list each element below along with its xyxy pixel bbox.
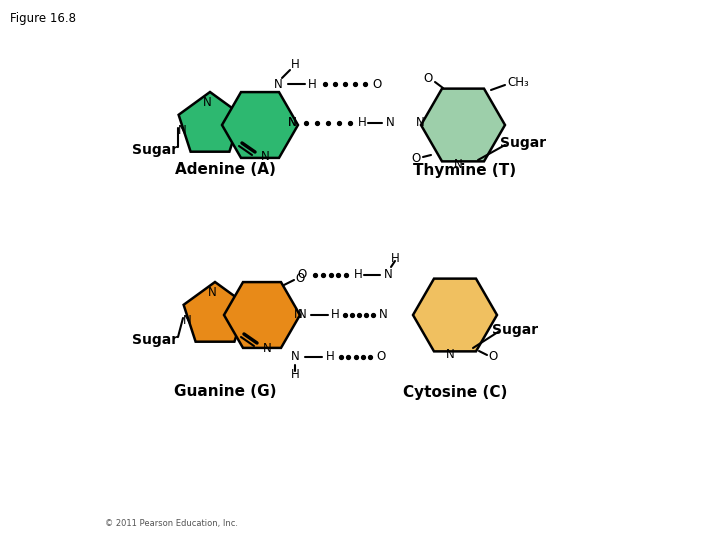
Text: N: N xyxy=(454,159,462,172)
Text: O: O xyxy=(377,350,386,363)
Text: N: N xyxy=(263,341,271,354)
Text: Figure 16.8: Figure 16.8 xyxy=(10,12,76,25)
Text: © 2011 Pearson Education, Inc.: © 2011 Pearson Education, Inc. xyxy=(105,519,238,528)
Text: N: N xyxy=(415,117,424,130)
Text: O: O xyxy=(488,350,498,363)
Text: H: H xyxy=(307,78,316,91)
Text: O: O xyxy=(411,152,420,165)
Text: O: O xyxy=(372,78,382,91)
Polygon shape xyxy=(224,282,300,348)
Text: H: H xyxy=(291,57,300,71)
Text: N: N xyxy=(384,268,392,281)
Text: N: N xyxy=(446,348,454,361)
Text: Sugar: Sugar xyxy=(132,333,178,347)
Text: N: N xyxy=(291,350,300,363)
Text: H: H xyxy=(354,268,362,281)
Text: N: N xyxy=(261,151,269,164)
Text: N: N xyxy=(287,117,297,130)
Text: CH₃: CH₃ xyxy=(507,77,529,90)
Text: N: N xyxy=(202,96,212,109)
Text: Sugar: Sugar xyxy=(492,323,538,337)
Text: Guanine (G): Guanine (G) xyxy=(174,384,276,400)
Text: H: H xyxy=(391,253,400,266)
Text: Sugar: Sugar xyxy=(500,136,546,150)
Polygon shape xyxy=(413,279,497,352)
Text: N: N xyxy=(183,314,192,327)
Text: N: N xyxy=(297,308,307,321)
Polygon shape xyxy=(179,92,241,152)
Text: H: H xyxy=(330,308,339,321)
Text: O: O xyxy=(297,268,307,281)
Text: N: N xyxy=(386,117,395,130)
Text: Adenine (A): Adenine (A) xyxy=(174,163,276,178)
Polygon shape xyxy=(184,282,246,342)
Text: N: N xyxy=(178,124,186,137)
Polygon shape xyxy=(421,89,505,161)
Polygon shape xyxy=(222,92,298,158)
Text: Thymine (T): Thymine (T) xyxy=(413,163,516,178)
Text: Cytosine (C): Cytosine (C) xyxy=(402,384,507,400)
Text: O: O xyxy=(423,72,433,85)
Text: H: H xyxy=(291,368,300,381)
Text: N: N xyxy=(274,78,282,91)
Text: N: N xyxy=(379,308,387,321)
Text: N: N xyxy=(294,308,302,321)
Text: N: N xyxy=(207,286,217,299)
Text: H: H xyxy=(358,117,366,130)
Text: Sugar: Sugar xyxy=(132,143,178,157)
Text: H: H xyxy=(325,350,334,363)
Text: O: O xyxy=(295,273,305,286)
Text: N: N xyxy=(287,117,297,130)
